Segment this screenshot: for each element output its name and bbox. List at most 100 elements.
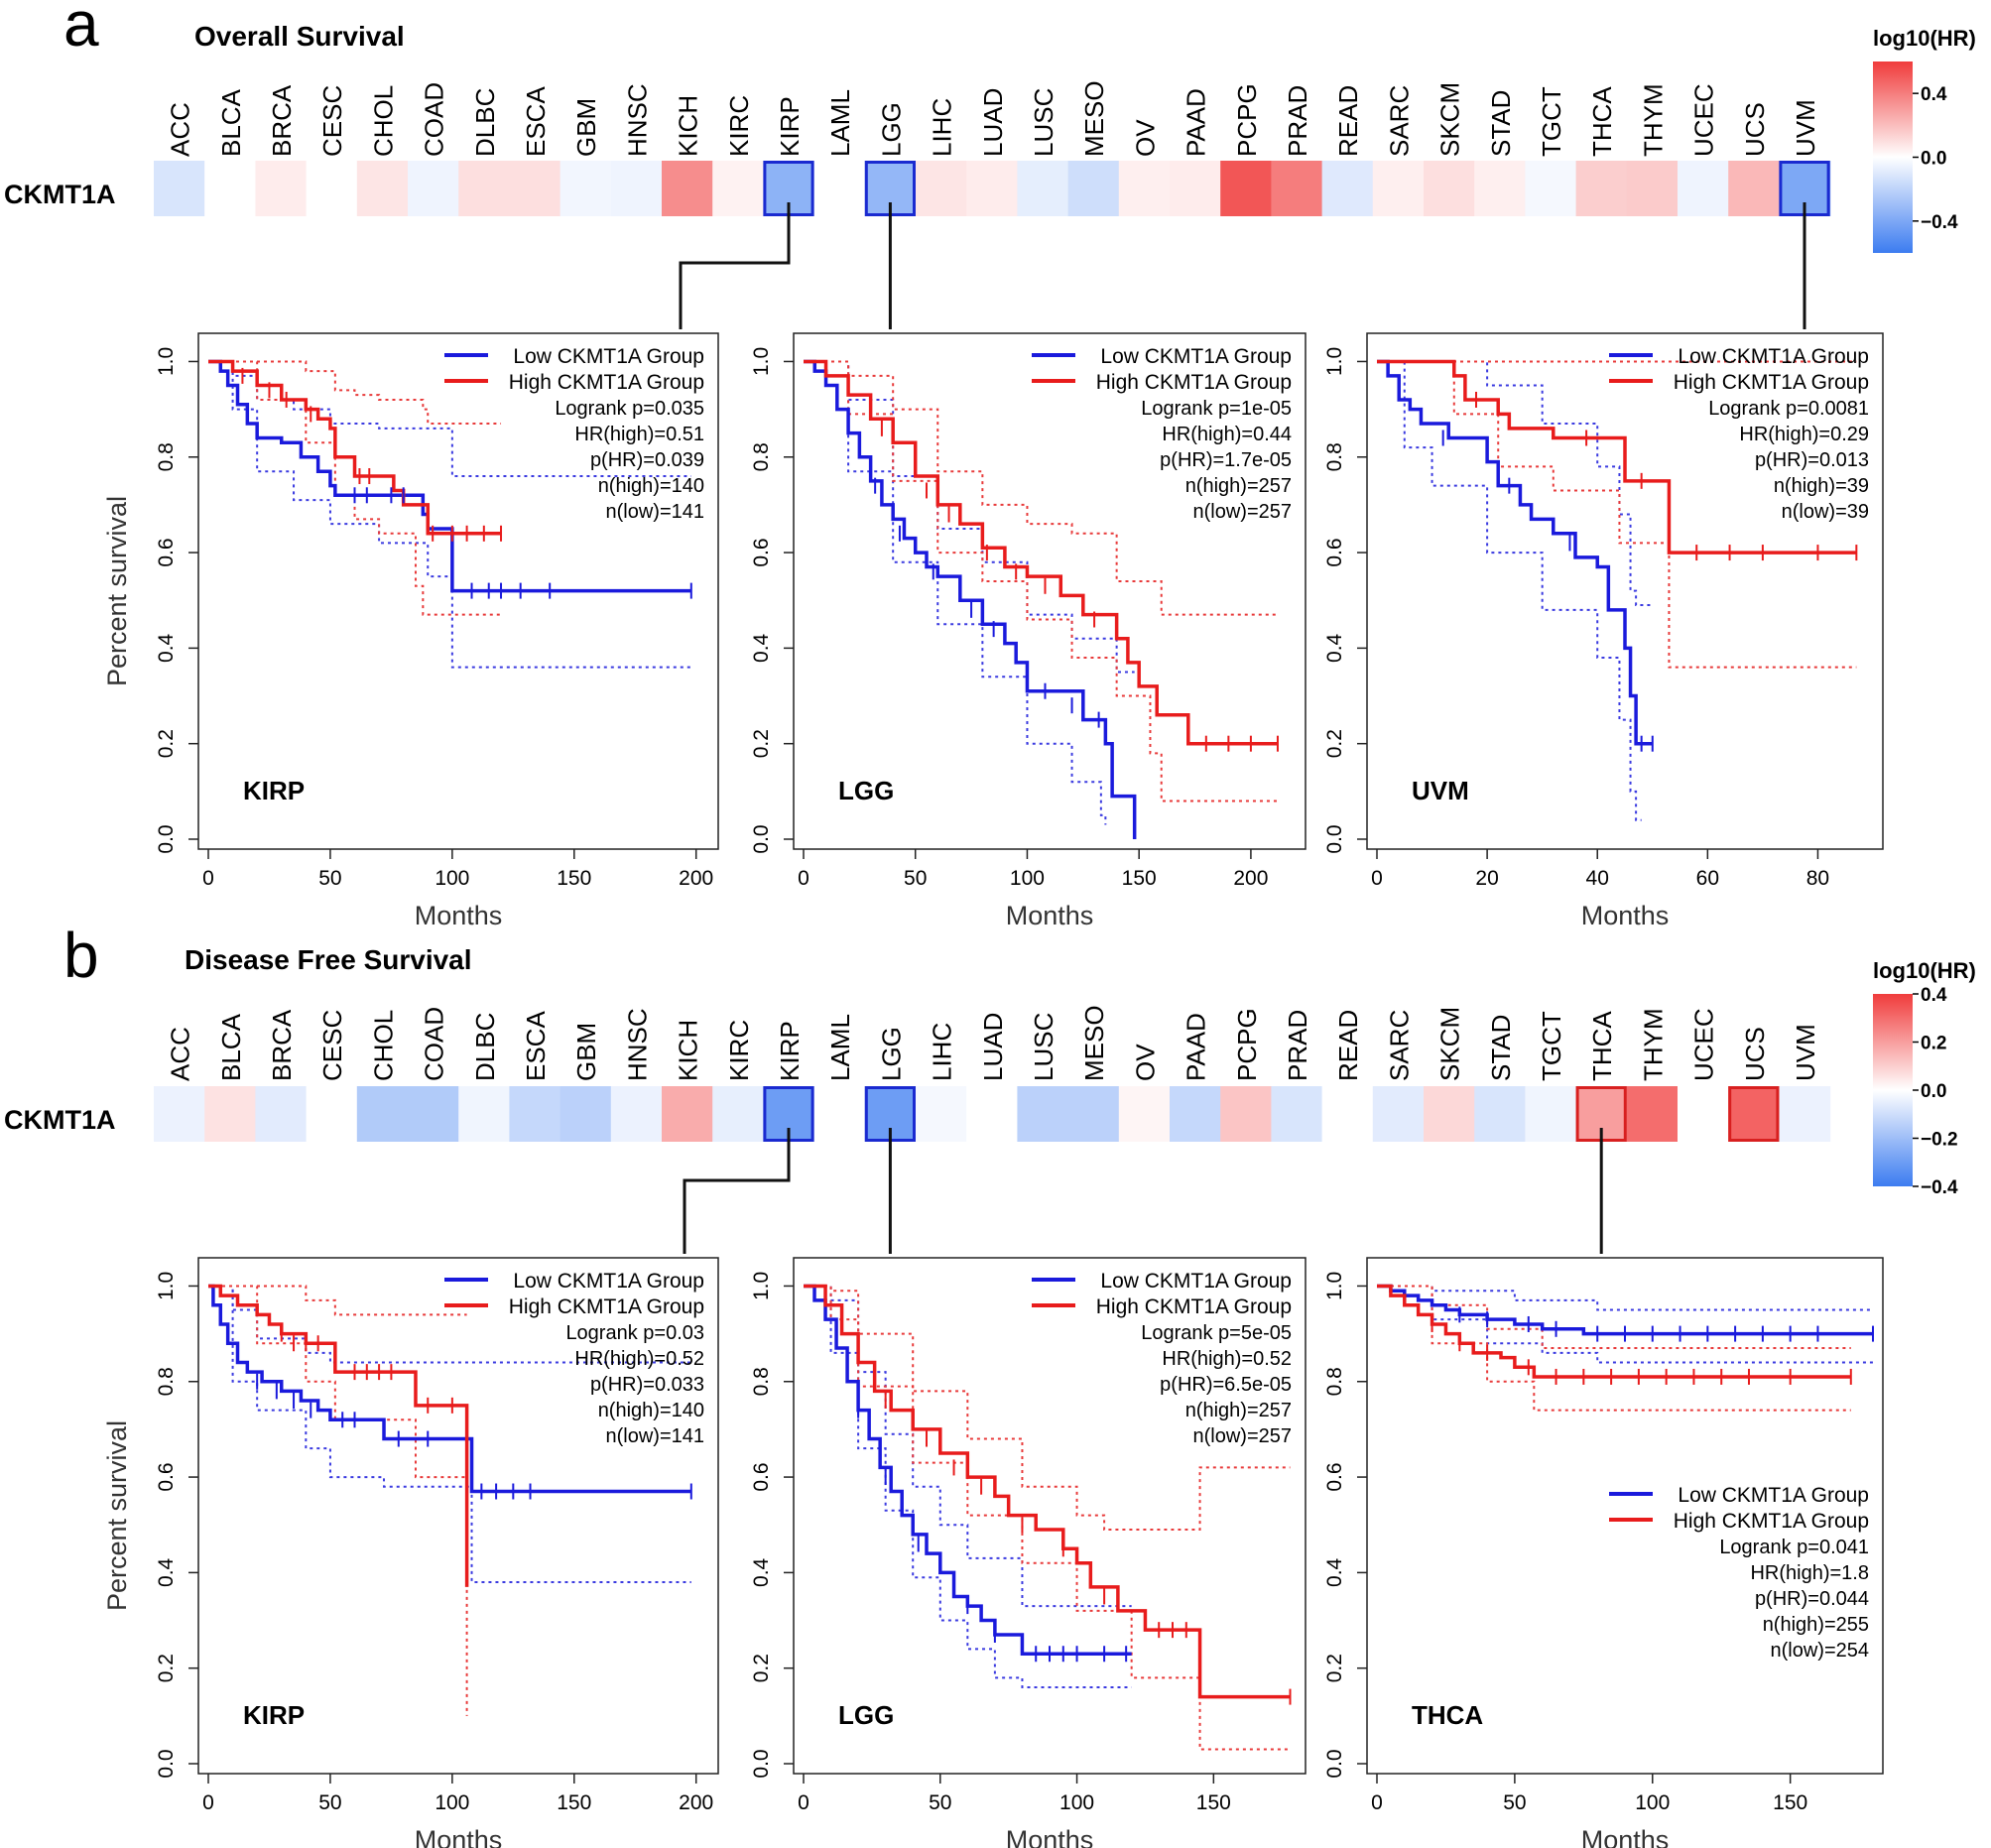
y-tick-label: 0.8: [750, 442, 773, 471]
heatmap-cell-blca: [204, 161, 256, 216]
heatmap-cell-acc: [154, 161, 205, 216]
heatmap-cell-esca: [509, 161, 561, 216]
y-tick-label: 0.8: [1323, 442, 1346, 471]
x-tick-label: 80: [1806, 867, 1829, 890]
legend-stat: n(high)=257: [1185, 475, 1292, 497]
legend-stat: Logrank p=0.03: [565, 1322, 704, 1344]
cancer-label: PRAD: [1283, 1010, 1312, 1081]
heatmap-cell-laml: [813, 161, 866, 216]
panel-letter: b: [63, 920, 99, 991]
y-tick-label: 0.2: [750, 1654, 773, 1682]
colorbar-tick-label: 0.0: [1921, 149, 1946, 170]
x-tick-label: 150: [1122, 867, 1157, 890]
legend-high-label: High CKMT1A Group: [509, 1295, 704, 1318]
y-axis-label: Percent survival: [102, 1420, 132, 1611]
heatmap-cell-gbm: [560, 1086, 612, 1142]
x-axis-label: Months: [1581, 901, 1670, 930]
km-plot-kirp: 0 50 100 150 200 0.0 0.2 0.4 0.6 0.8 1.0 Months Perc…: [102, 1257, 719, 1848]
legend-stat: HR(high)=0.44: [1162, 424, 1292, 445]
cancer-label: COAD: [420, 1007, 449, 1081]
heatmap-cell-skcm: [1424, 1086, 1475, 1142]
cancer-label: MESO: [1079, 80, 1109, 157]
low-group-survival-line: [1377, 359, 1653, 746]
x-tick-label: 200: [679, 1791, 713, 1814]
legend-stat: HR(high)=0.52: [574, 1348, 704, 1370]
legend-stat: Logrank p=5e-05: [1141, 1322, 1292, 1344]
plot-frame: [793, 1257, 1307, 1775]
cancer-label: KICH: [674, 95, 703, 157]
cancer-label: UCS: [1740, 1027, 1770, 1081]
cancer-label: GBM: [571, 98, 601, 157]
cancer-label: KIRP: [775, 96, 805, 157]
x-tick-label: 100: [1635, 1791, 1670, 1814]
legend-low-label: Low CKMT1A Group: [1678, 1484, 1869, 1507]
cancer-label: UCS: [1740, 102, 1770, 157]
heatmap-cell-sarc: [1372, 161, 1425, 216]
heatmap-cell-laml: [813, 1086, 866, 1142]
heatmap-cell-meso: [1067, 161, 1120, 216]
cancer-label: LUSC: [1029, 88, 1058, 157]
heatmap-cell-coad: [408, 1086, 459, 1142]
y-tick-label: 0.6: [1323, 1462, 1346, 1491]
heatmap-cell-prad: [1271, 1086, 1323, 1142]
panel-title: Overall Survival: [194, 21, 405, 52]
legend-stat: Logrank p=0.0081: [1708, 398, 1869, 420]
cancer-label: THYM: [1638, 83, 1668, 157]
heatmap-cell-lihc: [916, 161, 967, 216]
cancer-label: COAD: [420, 82, 449, 157]
heatmap-cell-luad: [966, 161, 1018, 216]
x-tick-label: 150: [1773, 1791, 1807, 1814]
plot-cancer-label: UVM: [1412, 776, 1469, 805]
x-tick-label: 0: [798, 1791, 809, 1814]
legend-stat: p(HR)=0.013: [1755, 449, 1869, 471]
cancer-label: BLCA: [216, 88, 246, 157]
x-tick-label: 200: [1233, 867, 1268, 890]
y-tick-label: 0.6: [750, 1462, 773, 1491]
plot-frame: [1366, 1257, 1884, 1775]
panel-title: Disease Free Survival: [185, 944, 472, 975]
heatmap-cell-ov: [1118, 161, 1171, 216]
heatmap-cell-meso: [1067, 1086, 1120, 1142]
cancer-label: TGCT: [1537, 86, 1566, 157]
legend-low-label: Low CKMT1A Group: [513, 1270, 704, 1293]
connector-line-kirp: [683, 1128, 791, 1254]
y-tick-label: 0.6: [1323, 538, 1346, 566]
cancer-label: PAAD: [1182, 1013, 1211, 1081]
x-tick-label: 0: [202, 867, 214, 890]
heatmap-cell-paad: [1170, 161, 1221, 216]
cancer-label: LUAD: [978, 88, 1008, 157]
x-tick-label: 60: [1696, 867, 1719, 890]
plot-cancer-label: LGG: [838, 776, 894, 805]
cancer-label: PRAD: [1283, 85, 1312, 157]
legend-stat: n(low)=141: [605, 501, 704, 523]
colorbar-tick-label: −0.2: [1921, 1130, 1958, 1151]
colorbar-tick-label: 0.4: [1921, 985, 1947, 1006]
y-tick-label: 1.0: [155, 1272, 178, 1300]
plot-frame: [1366, 332, 1884, 850]
heatmap-cell-kich: [662, 1086, 713, 1142]
heatmap-cell-dlbc: [458, 161, 510, 216]
y-tick-label: 0.4: [750, 633, 773, 663]
high-group-ci-line: [1377, 1285, 1851, 1412]
y-tick-label: 0.6: [750, 538, 773, 566]
y-tick-label: 1.0: [155, 347, 178, 376]
y-tick-label: 0.4: [1323, 633, 1346, 663]
legend-low-label: Low CKMT1A Group: [1100, 345, 1292, 368]
heatmap-cell-thca: [1575, 161, 1628, 216]
y-tick-label: 1.0: [1323, 1272, 1346, 1300]
y-tick-label: 0.8: [750, 1367, 773, 1396]
cancer-label: SARC: [1384, 85, 1414, 157]
heatmap-cell-kich: [662, 161, 713, 216]
legend-stat: p(HR)=0.033: [590, 1374, 704, 1396]
panel-b: b Disease Free Survival CKMT1A ACC BLCA BRCA C…: [4, 920, 1976, 1848]
low-group-ci-line: [208, 1285, 691, 1584]
colorbar-tick-label: 0.0: [1921, 1081, 1946, 1102]
high-group-survival-line: [1377, 1284, 1851, 1379]
x-tick-label: 150: [1196, 1791, 1231, 1814]
cancer-label: MESO: [1079, 1005, 1109, 1081]
y-tick-label: 1.0: [1323, 347, 1346, 376]
heatmap-cell-blca: [204, 1086, 256, 1142]
high-group-ci-line: [208, 1285, 467, 1316]
legend-stat: HR(high)=0.52: [1162, 1348, 1292, 1370]
cancer-label: LUAD: [978, 1013, 1008, 1081]
